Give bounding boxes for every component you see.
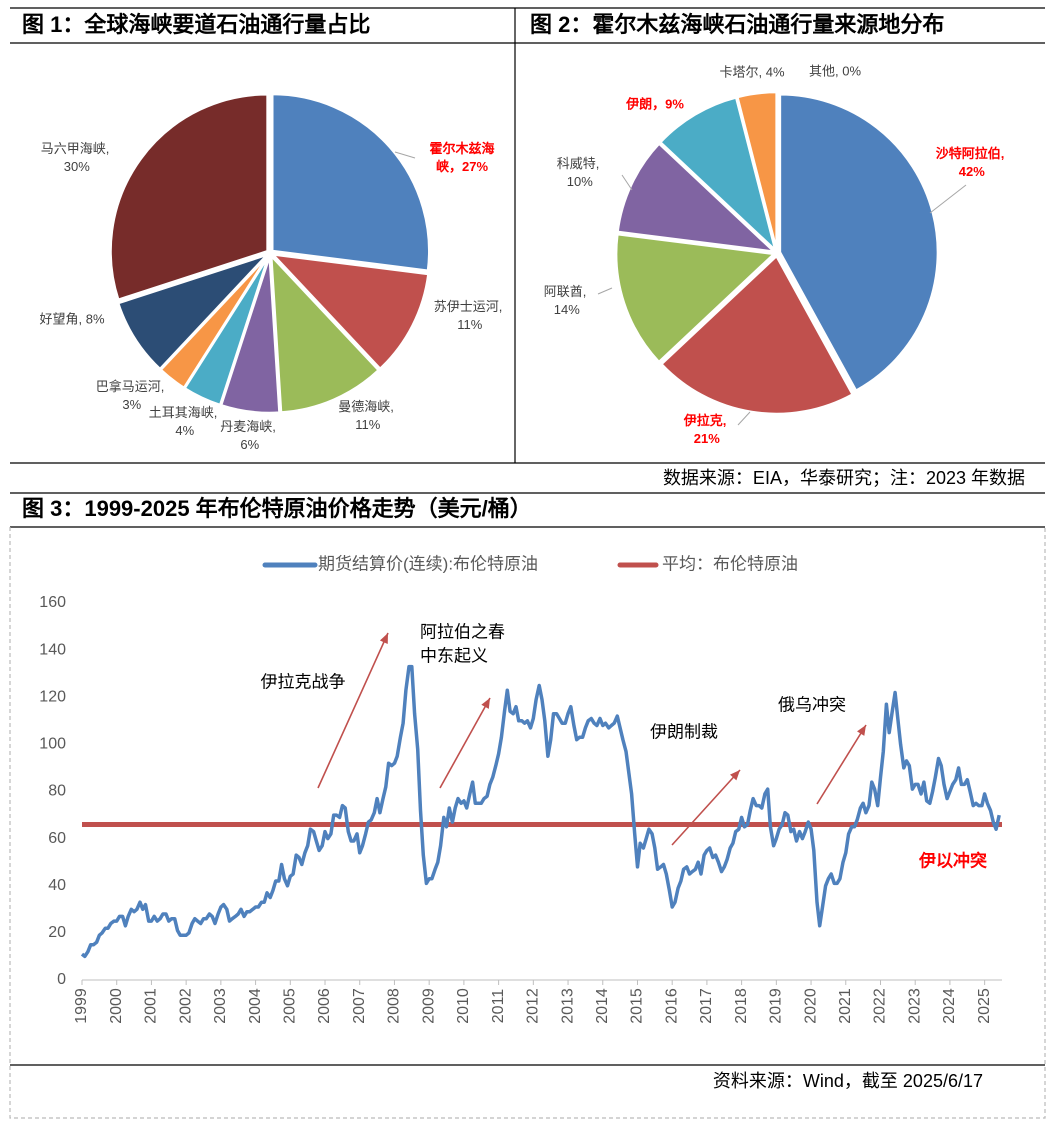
frame — [9, 7, 1046, 1119]
leader-line — [621, 174, 633, 191]
x-tick-label: 2012 — [525, 988, 542, 1024]
y-tick-label: 0 — [57, 971, 66, 988]
x-tick-label: 2006 — [316, 988, 333, 1024]
arrow — [317, 632, 389, 789]
arrow — [816, 724, 867, 805]
x-tick-label: 2024 — [941, 988, 958, 1024]
data-label: 科威特, 10% — [557, 156, 600, 189]
pie-slice — [614, 232, 777, 364]
x-tick-label: 2014 — [594, 988, 611, 1024]
leader-line — [394, 151, 416, 159]
data-label: 土耳其海峡, 4% — [149, 405, 218, 438]
x-tick-label: 2023 — [906, 988, 923, 1024]
x-tick-label: 2003 — [212, 988, 229, 1024]
data-label: 苏伊士运河, 11% — [434, 299, 503, 332]
x-tick-label: 1999 — [73, 988, 90, 1024]
y-tick-label: 20 — [48, 924, 66, 941]
pie-slice — [269, 252, 430, 371]
x-tick-label: 2010 — [455, 988, 472, 1024]
annotation: 中东起义 — [420, 646, 488, 665]
data-label: 丹麦海峡, 6% — [220, 419, 276, 452]
x-tick-label: 2002 — [177, 988, 194, 1024]
x-tick-label: 2019 — [768, 988, 785, 1024]
price-line — [80, 664, 1001, 959]
annotation: 伊以冲突 — [918, 850, 987, 870]
x-tick-label: 2000 — [108, 988, 125, 1024]
leader-line — [737, 411, 751, 426]
y-tick-label: 140 — [39, 641, 66, 658]
pie-slice — [269, 252, 381, 414]
x-tick-label: 2015 — [629, 988, 646, 1024]
y-tick-label: 60 — [48, 830, 66, 847]
annotation: 伊拉克战争 — [261, 672, 346, 691]
leader-line — [597, 287, 613, 295]
chart-title: 图 1：全球海峡要道石油通行量占比 — [22, 12, 370, 37]
data-label: 霍尔木兹海峡，27% — [429, 141, 494, 174]
x-tick-label: 2017 — [698, 988, 715, 1024]
data-label: 马六甲海峡, 30% — [41, 141, 110, 174]
arrow-head — [481, 698, 490, 709]
x-tick-label: 2021 — [837, 988, 854, 1024]
arrow-head — [379, 633, 388, 644]
data-label: 伊朗，9% — [625, 96, 684, 111]
x-tick-label: 2004 — [247, 988, 264, 1024]
chart-title: 图 2：霍尔木兹海峡石油通行量来源地分布 — [530, 12, 944, 37]
y-tick-label: 120 — [39, 688, 66, 705]
x-tick-label: 2016 — [663, 988, 680, 1024]
pie-slice — [109, 92, 269, 302]
annotation: 俄乌冲突 — [778, 695, 846, 714]
x-tick-label: 2009 — [420, 988, 437, 1024]
pie-slice — [271, 92, 431, 273]
source: 数据来源：EIA，华泰研究；注：2023 年数据 — [663, 468, 1025, 488]
x-tick-label: 2011 — [490, 989, 507, 1024]
data-label: 曼德海峡, 11% — [338, 399, 394, 432]
data-label: 卡塔尔, 4% — [719, 64, 784, 79]
legend-label: 平均：布伦特原油 — [662, 554, 798, 573]
y-tick-label: 160 — [39, 594, 66, 611]
data-label: 阿联酋, 14% — [544, 284, 587, 317]
annotation: 伊朗制裁 — [650, 722, 718, 741]
pie-slice — [658, 95, 778, 255]
x-tick-label: 2020 — [802, 988, 819, 1024]
arrow — [439, 697, 491, 789]
arrow-head — [730, 770, 740, 781]
data-label: 沙特阿拉伯, 42% — [936, 146, 1005, 179]
data-label: 伊拉克, 21% — [683, 413, 727, 446]
x-tick-label: 2008 — [386, 988, 403, 1024]
x-tick-label: 2005 — [282, 988, 299, 1024]
x-tick-label: 2025 — [976, 988, 993, 1024]
legend-label: 期货结算价(连续):布伦特原油 — [318, 554, 538, 573]
arrow — [671, 769, 741, 846]
pie-slice — [659, 253, 855, 416]
x-tick-label: 2001 — [143, 988, 160, 1024]
pie-slice — [616, 141, 778, 254]
pie-slice — [116, 253, 269, 371]
y-tick-label: 80 — [48, 783, 66, 800]
y-tick-label: 40 — [48, 877, 66, 894]
y-tick-label: 100 — [39, 736, 66, 753]
data-label: 巴拿马运河, 3% — [96, 379, 165, 412]
x-tick-label: 2013 — [559, 988, 576, 1024]
x-tick-label: 2007 — [351, 988, 368, 1024]
x-tick-label: 2018 — [733, 988, 750, 1024]
pie-slice — [778, 93, 940, 393]
leader-line — [929, 184, 967, 214]
data-label: 好望角, 8% — [39, 311, 104, 326]
annotation: 阿拉伯之春 — [420, 622, 505, 641]
data-label: 其他, 0% — [809, 63, 861, 78]
chart-title: 图 3：1999-2025 年布伦特原油价格走势（美元/桶） — [22, 496, 532, 521]
arrow-head — [857, 725, 866, 736]
source: 资料来源：Wind，截至 2025/6/17 — [713, 1071, 983, 1091]
x-tick-label: 2022 — [872, 988, 889, 1024]
